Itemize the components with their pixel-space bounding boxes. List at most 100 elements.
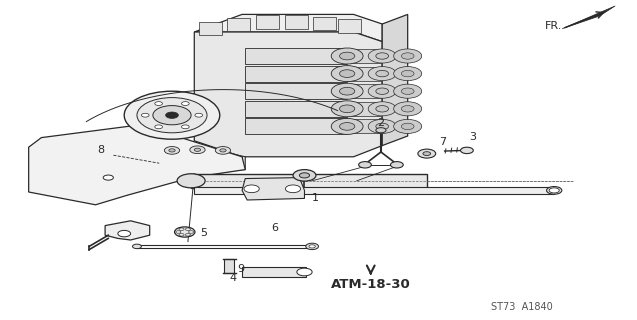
- Polygon shape: [194, 187, 554, 194]
- Circle shape: [340, 52, 355, 60]
- Circle shape: [331, 48, 363, 64]
- Circle shape: [153, 106, 191, 125]
- Circle shape: [394, 84, 422, 98]
- Circle shape: [376, 70, 389, 77]
- Polygon shape: [199, 22, 222, 35]
- Circle shape: [359, 162, 371, 168]
- Circle shape: [175, 227, 195, 237]
- Circle shape: [368, 84, 396, 98]
- Circle shape: [331, 83, 363, 99]
- Circle shape: [169, 149, 175, 152]
- Circle shape: [190, 146, 205, 154]
- Circle shape: [182, 102, 189, 106]
- Text: 8: 8: [97, 145, 104, 155]
- Circle shape: [331, 101, 363, 117]
- Circle shape: [306, 243, 318, 250]
- Circle shape: [155, 102, 162, 106]
- Circle shape: [220, 149, 226, 152]
- Text: ST73  A1840: ST73 A1840: [492, 302, 553, 312]
- Circle shape: [394, 119, 422, 133]
- Circle shape: [376, 88, 389, 94]
- Polygon shape: [191, 174, 427, 188]
- Polygon shape: [347, 84, 382, 98]
- Circle shape: [368, 49, 396, 63]
- Circle shape: [177, 174, 205, 188]
- Circle shape: [297, 268, 312, 276]
- Polygon shape: [347, 67, 382, 81]
- Circle shape: [195, 113, 203, 117]
- Circle shape: [182, 125, 189, 129]
- Polygon shape: [159, 157, 242, 178]
- Polygon shape: [105, 221, 150, 240]
- Text: 1: 1: [312, 193, 318, 203]
- Circle shape: [401, 53, 414, 59]
- Circle shape: [124, 91, 220, 139]
- Circle shape: [166, 112, 178, 118]
- Polygon shape: [256, 15, 279, 29]
- Circle shape: [547, 187, 562, 194]
- Circle shape: [137, 98, 207, 133]
- Circle shape: [549, 188, 559, 193]
- Polygon shape: [29, 125, 245, 205]
- Circle shape: [418, 149, 436, 158]
- Circle shape: [155, 125, 162, 129]
- Circle shape: [340, 105, 355, 113]
- Polygon shape: [347, 102, 382, 116]
- Polygon shape: [242, 267, 306, 277]
- Circle shape: [194, 148, 201, 151]
- Text: 5: 5: [201, 228, 207, 238]
- Polygon shape: [313, 17, 336, 30]
- Circle shape: [299, 173, 310, 178]
- Polygon shape: [224, 259, 234, 273]
- Polygon shape: [245, 48, 347, 64]
- Circle shape: [103, 175, 113, 180]
- Circle shape: [401, 88, 414, 94]
- Circle shape: [376, 128, 386, 133]
- Circle shape: [118, 230, 131, 237]
- Circle shape: [394, 49, 422, 63]
- Polygon shape: [245, 83, 347, 99]
- Text: 2: 2: [377, 118, 385, 128]
- Polygon shape: [285, 15, 308, 29]
- Circle shape: [401, 106, 414, 112]
- Circle shape: [368, 67, 396, 81]
- Circle shape: [423, 152, 431, 156]
- Polygon shape: [245, 118, 347, 134]
- Circle shape: [461, 147, 473, 154]
- Circle shape: [340, 70, 355, 77]
- Circle shape: [401, 70, 414, 77]
- Text: 4: 4: [229, 273, 236, 283]
- Circle shape: [215, 147, 231, 154]
- Text: 6: 6: [272, 223, 278, 233]
- Polygon shape: [562, 6, 615, 29]
- Polygon shape: [382, 14, 408, 146]
- Circle shape: [390, 162, 403, 168]
- Polygon shape: [140, 141, 245, 170]
- Polygon shape: [227, 18, 250, 31]
- Circle shape: [244, 185, 259, 193]
- Circle shape: [376, 53, 389, 59]
- Text: FR.: FR.: [545, 21, 562, 31]
- Polygon shape: [194, 14, 382, 42]
- Circle shape: [340, 87, 355, 95]
- Polygon shape: [338, 19, 361, 33]
- Polygon shape: [245, 66, 347, 82]
- Circle shape: [285, 185, 301, 193]
- Circle shape: [401, 123, 414, 130]
- Polygon shape: [194, 32, 382, 157]
- Circle shape: [340, 123, 355, 130]
- Circle shape: [376, 123, 389, 130]
- Polygon shape: [242, 178, 304, 200]
- Polygon shape: [347, 49, 382, 63]
- Text: 9: 9: [237, 264, 245, 274]
- Text: 7: 7: [439, 137, 447, 147]
- Circle shape: [331, 118, 363, 134]
- Circle shape: [331, 66, 363, 82]
- Circle shape: [293, 170, 316, 181]
- Circle shape: [164, 147, 180, 154]
- Circle shape: [141, 113, 149, 117]
- Text: ATM-18-30: ATM-18-30: [331, 278, 411, 291]
- Circle shape: [309, 245, 315, 248]
- Text: 3: 3: [469, 132, 476, 142]
- Circle shape: [394, 102, 422, 116]
